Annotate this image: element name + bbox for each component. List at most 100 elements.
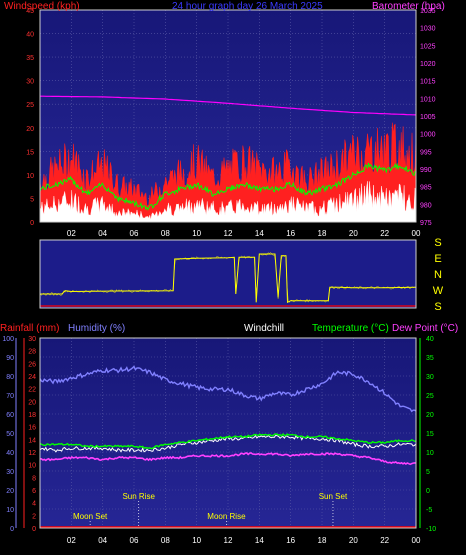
rainfall-tick-label: 18 xyxy=(28,412,36,419)
barometer-tick-label: 990 xyxy=(420,167,432,174)
barometer-tick-label: 1015 xyxy=(420,79,436,86)
temperature-tick-label: 20 xyxy=(426,412,434,419)
temperature-tick-label: 0 xyxy=(426,488,430,495)
temperature-tick-label: 15 xyxy=(426,431,434,438)
bottom-hour-label: 00 xyxy=(412,536,421,545)
temperature-series xyxy=(39,433,417,450)
barometer-tick-label: 1035 xyxy=(420,8,436,15)
windspeed-tick-label: 30 xyxy=(26,79,34,86)
top-grid xyxy=(40,9,417,223)
bottom-hour-label: 10 xyxy=(192,536,201,545)
rainfall-tick-label: 24 xyxy=(28,374,36,381)
compass-label: N xyxy=(434,269,442,281)
barometer-tick-label: 980 xyxy=(420,202,432,209)
temperature-ticks: -10 -5 0 5 10 15 20 25 30 35 40 xyxy=(426,336,436,533)
compass-label: S xyxy=(434,301,441,313)
moon-set-label: Moon Set xyxy=(73,512,108,521)
barometer-tick-label: 1010 xyxy=(420,96,436,103)
humidity-tick-label: 80 xyxy=(6,374,14,381)
temperature-tick-label: -5 xyxy=(426,507,432,514)
windspeed-tick-label: 0 xyxy=(30,220,34,227)
sun-rise-label: Sun Rise xyxy=(122,492,155,501)
rainfall-tick-label: 30 xyxy=(28,336,36,343)
dewpoint-label: Dew Point (°C) xyxy=(392,323,458,334)
windspeed-max-series xyxy=(39,122,417,223)
top-hour-label: 20 xyxy=(349,229,358,238)
top-series xyxy=(39,95,417,223)
compass-label: W xyxy=(433,285,444,297)
direction-plot-area xyxy=(40,240,416,308)
compass-label: E xyxy=(434,253,441,265)
astro-annotations: Moon Set Sun Rise Moon Rise Sun Set xyxy=(73,492,348,528)
barometer-axis-label: Barometer (hpa) xyxy=(372,1,445,12)
bottom-hour-label: 08 xyxy=(161,536,170,545)
barometer-tick-label: 975 xyxy=(420,220,432,227)
humidity-tick-label: 40 xyxy=(6,450,14,457)
windchill-label: Windchill xyxy=(244,323,284,334)
barometer-tick-label: 995 xyxy=(420,149,432,156)
rainfall-tick-label: 8 xyxy=(32,475,36,482)
rainfall-tick-label: 26 xyxy=(28,361,36,368)
compass-label: S xyxy=(434,237,441,249)
bottom-hour-label: 04 xyxy=(98,536,107,545)
barometer-series xyxy=(40,95,417,116)
top-hour-label: 02 xyxy=(67,229,76,238)
windspeed-min-series xyxy=(39,181,417,223)
direction-plot-frame xyxy=(39,239,417,309)
bottom-hour-label: 06 xyxy=(130,536,139,545)
windspeed-axis-label: Windspeed (kph) xyxy=(4,1,80,12)
bottom-hour-label: 16 xyxy=(286,536,295,545)
humidity-tick-label: 30 xyxy=(6,469,14,476)
rainfall-tick-label: 22 xyxy=(28,387,36,394)
rainfall-tick-label: 4 xyxy=(32,501,36,508)
bottom-hour-label: 20 xyxy=(349,536,358,545)
humidity-tick-label: 0 xyxy=(10,526,14,533)
top-hour-label: 18 xyxy=(318,229,327,238)
rainfall-tick-label: 28 xyxy=(28,349,36,356)
barometer-tick-label: 1000 xyxy=(420,132,436,139)
top-hour-label: 14 xyxy=(255,229,264,238)
temperature-label: Temperature (°C) xyxy=(312,323,389,334)
rainfall-tick-label: 0 xyxy=(32,526,36,533)
humidity-tick-label: 50 xyxy=(6,431,14,438)
barometer-tick-label: 1030 xyxy=(420,26,436,33)
top-hour-label: 16 xyxy=(286,229,295,238)
temperature-tick-label: 25 xyxy=(426,393,434,400)
humidity-tick-label: 60 xyxy=(6,412,14,419)
humidity-tick-label: 10 xyxy=(6,507,14,514)
windspeed-avg-series xyxy=(39,162,417,211)
humidity-tick-label: 100 xyxy=(2,336,14,343)
top-hour-label: 12 xyxy=(224,229,233,238)
dewpoint-series xyxy=(39,452,417,466)
top-hour-label: 10 xyxy=(192,229,201,238)
bottom-hour-ticks: 02 04 06 08 10 12 14 16 18 20 22 00 xyxy=(67,536,421,545)
bottom-hour-label: 22 xyxy=(380,536,389,545)
rainfall-tick-label: 2 xyxy=(32,513,36,520)
windspeed-tick-label: 45 xyxy=(26,8,34,15)
top-hour-label: 22 xyxy=(380,229,389,238)
moon-rise-label: Moon Rise xyxy=(207,512,246,521)
windspeed-tick-label: 35 xyxy=(26,55,34,62)
bottom-plot-area xyxy=(40,338,416,528)
direction-series xyxy=(39,252,417,307)
top-hour-label: 00 xyxy=(412,229,421,238)
barometer-ticks: 975 980 985 990 995 1000 1005 1010 1015 1020 1025 1… xyxy=(420,8,436,227)
windspeed-tick-label: 40 xyxy=(26,32,34,39)
windspeed-tick-label: 25 xyxy=(26,102,34,109)
windspeed-tick-label: 10 xyxy=(26,173,34,180)
wind-direction-jitter xyxy=(39,252,417,303)
bottom-plot-frame xyxy=(39,337,417,529)
barometer-tick-label: 1020 xyxy=(420,61,436,68)
humidity-tick-label: 20 xyxy=(6,488,14,495)
barometer-tick-label: 985 xyxy=(420,185,432,192)
bottom-hour-label: 14 xyxy=(255,536,264,545)
humidity-tick-label: 70 xyxy=(6,393,14,400)
windspeed-tick-label: 15 xyxy=(26,149,34,156)
sun-set-label: Sun Set xyxy=(319,492,348,501)
